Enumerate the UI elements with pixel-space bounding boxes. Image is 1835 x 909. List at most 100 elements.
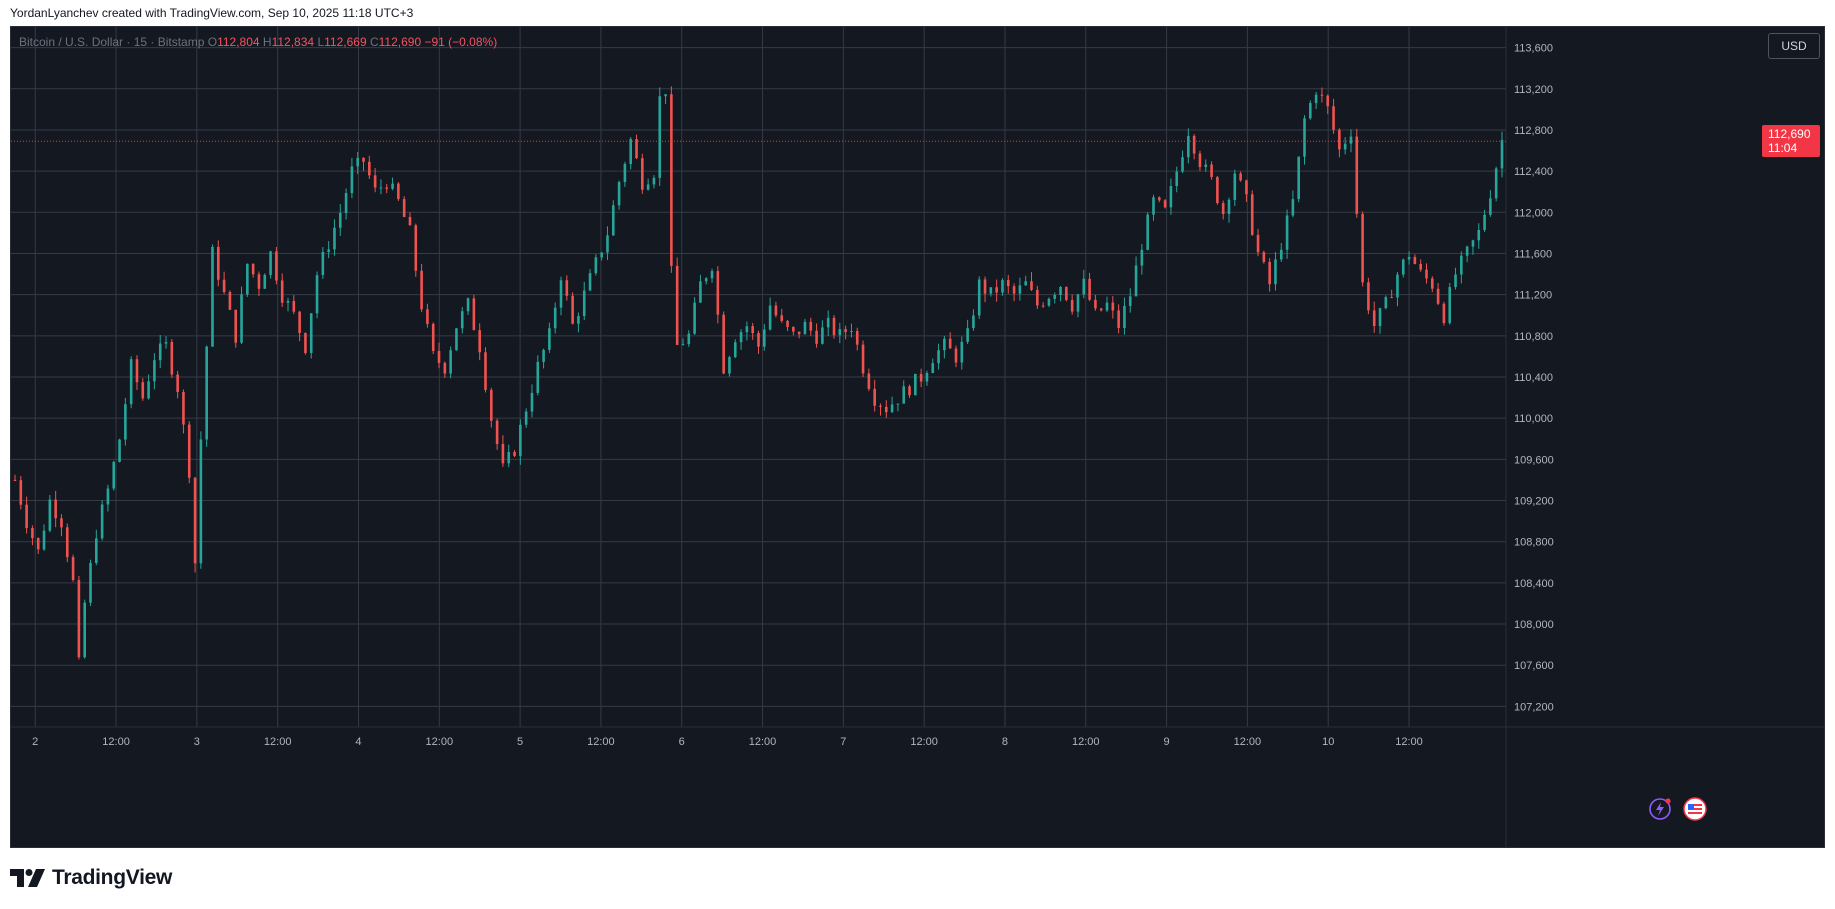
candle-body [321,251,325,276]
candle-body [304,332,307,353]
candle-body [1181,157,1184,172]
candle-body [606,235,609,253]
candle-body [234,309,238,343]
candle-body [106,488,110,505]
candle-body [1454,274,1457,288]
candle-body [513,452,516,456]
candle-body [1419,263,1422,270]
candle-body [1030,281,1033,290]
candle-body [763,329,766,347]
candle-body [1134,265,1138,297]
y-tick-label: 112,000 [1514,207,1553,219]
candle-body [257,274,261,289]
candle-body [1041,305,1045,307]
candle-body [338,212,342,228]
x-tick-label: 7 [840,736,846,748]
symbol-legend: Bitcoin / U.S. Dollar · 15 · Bitstamp O1… [19,35,497,49]
x-tick-label: 6 [679,736,685,748]
chart-caption: YordanLyanchev created with TradingView.… [10,6,414,20]
candle-body [1303,118,1306,157]
currency-button[interactable]: USD [1768,33,1820,59]
candle-body [548,328,551,350]
x-tick-label: 12:00 [910,736,938,748]
x-tick-label: 12:00 [264,736,292,748]
us-flag-icon[interactable] [1682,796,1708,822]
candle-body [48,499,52,531]
candle-body [745,326,749,333]
candle-body [1105,302,1109,311]
x-tick-label: 12:00 [1234,736,1262,748]
candle-body [733,342,737,358]
candle-body [1430,278,1434,289]
candle-body [1500,140,1504,169]
candle-body [1343,143,1347,150]
candle-body [1285,215,1289,250]
candle-body [356,157,360,167]
candle-body [1489,198,1492,215]
candle-body [1146,214,1149,250]
x-tick-label: 10 [1322,736,1334,748]
candle-body [263,274,267,289]
y-tick-label: 113,600 [1514,43,1553,55]
candle-body [867,373,871,389]
x-tick-label: 2 [32,736,38,748]
y-tick-label: 109,200 [1514,496,1554,508]
candle-body [1152,197,1155,215]
candle-body [850,330,853,333]
candle-body [716,271,720,315]
candle-body [838,329,842,336]
candle-body [228,292,232,310]
candle-body [635,139,638,159]
candle-body [1094,299,1097,309]
candle-body [333,227,336,250]
candle-body [884,406,888,413]
candle-body [83,602,87,658]
candle-body [809,321,813,331]
candle-body [1483,214,1486,230]
chart-panel[interactable]: 113,600 113,200 112,800 112,400 112,000 111,6… [10,26,1825,848]
lightning-icon[interactable] [1647,796,1673,822]
candle-body [972,315,975,329]
candle-body [943,338,946,351]
x-tick-label: 12:00 [1072,736,1100,748]
candle-body [519,424,522,456]
candle-body [832,317,836,336]
y-tick-label: 107,600 [1514,660,1554,672]
candle-body [193,477,197,564]
bar-countdown: 11:04 [1768,141,1798,156]
candle-body [135,359,139,383]
candle-body [1384,297,1388,309]
candle-body [60,518,63,528]
candle-body [391,183,394,189]
candle-body [187,424,191,478]
candle-body [170,342,174,375]
candle-body [19,480,23,505]
x-tick-label: 12:00 [426,736,454,748]
candle-body [54,499,57,519]
candle-body [373,175,377,188]
candle-body [704,278,708,282]
y-tick-label: 112,800 [1514,125,1553,137]
candle-body [710,271,714,279]
tradingview-logo-icon [10,869,45,887]
candle-body [1291,199,1295,216]
candle-body [937,350,940,364]
candle-body [629,139,633,164]
candle-body [693,302,696,334]
candle-body [65,527,69,558]
candle-body [687,333,691,345]
candle-body [1053,294,1057,299]
candle-body [815,330,818,344]
candle-body [1163,200,1167,208]
y-tick-label: 111,200 [1514,290,1552,302]
candle-body [739,332,743,343]
candle-body [1175,171,1179,187]
candlestick-chart[interactable]: 113,600 113,200 112,800 112,400 112,000 111,6… [11,27,1825,848]
candle-body [1401,259,1405,275]
candle-body [275,251,278,281]
candle-body [501,444,505,464]
candle-body [507,452,511,464]
candle-body [280,280,284,303]
y-tick-label: 107,200 [1514,701,1554,713]
candle-body [1187,135,1190,158]
